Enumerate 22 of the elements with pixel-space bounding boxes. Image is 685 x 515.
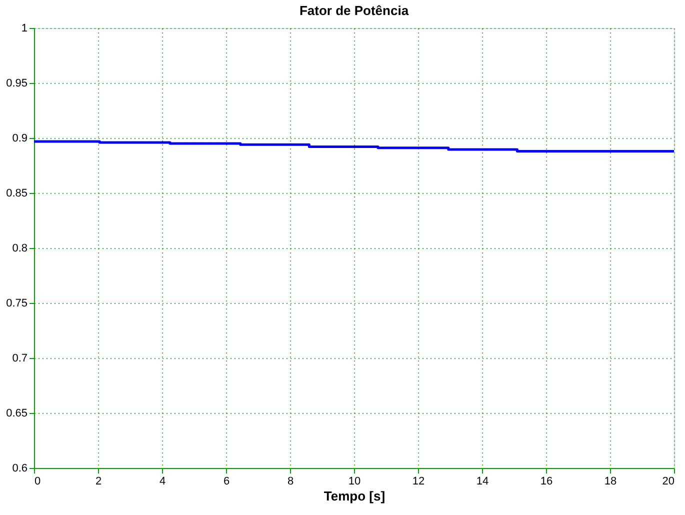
x-tick-label: 16 [540,476,553,488]
x-tick-label: 18 [604,476,617,488]
y-tick-label: 0.85 [6,188,28,200]
y-tick-label: 0.9 [12,132,28,144]
y-tick-label: 0.65 [6,408,28,420]
chart-title: Fator de Potência [299,3,410,18]
x-tick-label: 14 [476,476,489,488]
y-tick-label: 0.95 [6,78,28,90]
x-tick-label: 10 [348,476,361,488]
x-tick-label: 0 [34,476,41,488]
x-tick-label: 2 [95,476,102,488]
y-tick-label: 0.6 [12,462,28,474]
y-tick-label: 1 [21,22,28,34]
x-tick-label: 8 [287,476,294,488]
x-tick-label: 20 [662,476,674,488]
y-tick-label: 0.75 [6,298,28,310]
x-tick-label: 4 [159,476,166,488]
x-tick-label: 6 [223,476,230,488]
y-tick-label: 0.8 [12,242,28,254]
x-tick-label: 12 [412,476,425,488]
y-tick-label: 0.7 [12,352,28,364]
x-axis-title: Tempo [s] [324,488,386,504]
